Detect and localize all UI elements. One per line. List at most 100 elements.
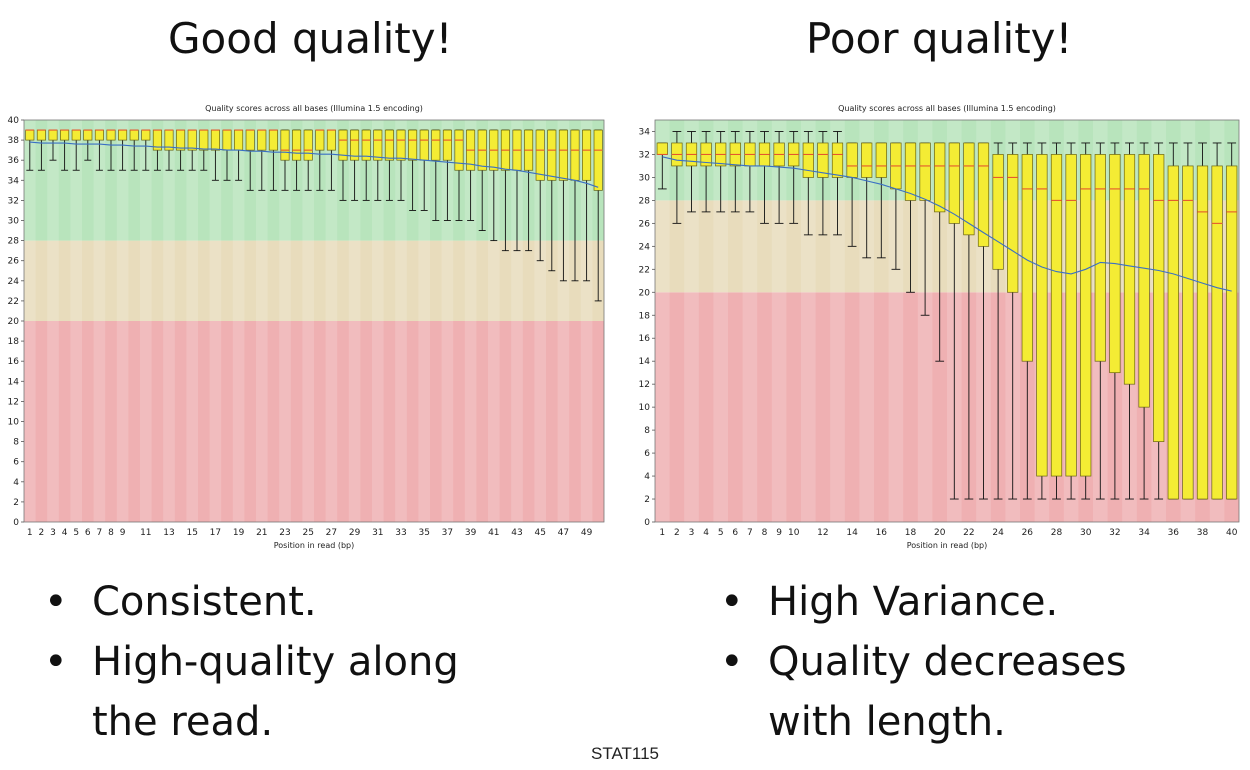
x-axis-label: Position in read (bp) — [907, 541, 987, 550]
x-tick-label: 19 — [233, 528, 245, 538]
box-45 — [535, 129, 545, 181]
good-quality-boxplot: Quality scores across all bases (Illumin… — [8, 104, 605, 550]
x-tick-label: 25 — [302, 528, 313, 538]
column-stripe — [186, 120, 198, 522]
column-stripe — [348, 120, 361, 522]
box-27 — [326, 129, 336, 151]
x-tick-label: 30 — [1080, 528, 1092, 538]
x-tick-label: 11 — [140, 528, 151, 538]
column-stripe — [771, 120, 787, 522]
y-tick-label: 36 — [8, 156, 20, 166]
x-tick-label: 23 — [279, 528, 290, 538]
column-stripe — [70, 120, 82, 522]
column-stripe — [859, 120, 874, 522]
box-18 — [904, 142, 917, 201]
y-tick-label: 22 — [639, 265, 650, 275]
box-32 — [384, 129, 394, 161]
x-tick-label: 7 — [97, 528, 103, 538]
column-stripe — [713, 120, 728, 522]
x-tick-label: 5 — [73, 528, 79, 538]
box-36 — [1167, 165, 1179, 500]
x-tick-label: 8 — [108, 528, 114, 538]
x-tick-label: 47 — [558, 528, 569, 538]
x-tick-label: 31 — [372, 528, 383, 538]
x-tick-label: 29 — [349, 528, 361, 538]
column-stripe — [116, 120, 129, 522]
box-25 — [1007, 154, 1019, 293]
left-heading: Good quality! — [168, 14, 453, 63]
y-tick-label: 40 — [8, 116, 20, 126]
y-tick-label: 0 — [644, 518, 650, 528]
x-tick-label: 36 — [1168, 528, 1180, 538]
right-heading: Poor quality! — [806, 14, 1073, 63]
x-tick-label: 16 — [876, 528, 888, 538]
box-7 — [94, 129, 104, 141]
x-tick-label: 49 — [581, 528, 593, 538]
box-30 — [1080, 154, 1092, 477]
box-24 — [292, 129, 302, 161]
x-tick-label: 9 — [776, 528, 782, 538]
y-tick-label: 22 — [8, 297, 19, 307]
column-stripe — [232, 120, 245, 522]
y-tick-label: 8 — [13, 438, 19, 448]
footer-course-label: STAT115 — [590, 744, 660, 763]
box-13 — [831, 142, 844, 178]
box-29 — [1065, 154, 1077, 477]
x-axis-label: Position in read (bp) — [274, 541, 354, 550]
box-37 — [442, 129, 452, 161]
box-2 — [36, 129, 46, 141]
box-33 — [396, 129, 406, 161]
column-stripe — [93, 120, 106, 522]
y-tick-label: 28 — [639, 196, 651, 206]
x-tick-label: 9 — [120, 528, 126, 538]
column-stripe — [534, 120, 546, 522]
right-bullet-high-variance: High Variance. — [720, 572, 1200, 632]
x-tick-label: 33 — [395, 528, 406, 538]
box-31 — [373, 129, 383, 161]
box-15 — [187, 129, 197, 151]
y-tick-label: 38 — [8, 136, 20, 146]
column-stripe — [418, 120, 430, 522]
x-tick-label: 4 — [703, 528, 709, 538]
box-49 — [582, 129, 592, 181]
y-tick-label: 16 — [8, 357, 20, 367]
x-tick-label: 43 — [511, 528, 522, 538]
y-tick-label: 10 — [639, 403, 651, 413]
box-20 — [245, 129, 255, 151]
box-24 — [992, 154, 1004, 270]
x-tick-label: 22 — [963, 528, 974, 538]
y-tick-label: 26 — [8, 257, 20, 267]
x-tick-label: 2 — [39, 528, 45, 538]
y-tick-label: 4 — [13, 478, 19, 488]
zone-ok — [24, 240, 604, 321]
column-stripe — [302, 120, 314, 522]
column-stripe — [655, 120, 670, 522]
column-stripe — [47, 120, 59, 522]
chart-title: Quality scores across all bases (Illumin… — [838, 104, 1056, 113]
box-25 — [303, 129, 313, 161]
column-stripe — [163, 120, 175, 522]
x-tick-label: 1 — [27, 528, 33, 538]
plot-frame — [654, 119, 1240, 523]
box-31 — [1094, 154, 1106, 362]
right-bullet-list: High Variance. Quality decreases with le… — [720, 572, 1200, 752]
box-20 — [934, 142, 946, 213]
box-1 — [656, 142, 668, 155]
box-47 — [558, 129, 568, 181]
box-29 — [350, 129, 360, 161]
x-tick-label: 3 — [689, 528, 695, 538]
box-4 — [60, 129, 70, 141]
y-tick-label: 2 — [644, 495, 650, 505]
column-stripe — [488, 120, 500, 522]
x-tick-label: 32 — [1109, 528, 1120, 538]
box-38 — [454, 129, 464, 171]
x-tick-label: 8 — [762, 528, 768, 538]
column-stripe — [557, 120, 570, 522]
left-bullet-high-quality: High-quality along the read. — [44, 632, 524, 752]
box-21 — [257, 129, 267, 151]
box-28 — [338, 129, 348, 161]
x-tick-label: 26 — [1022, 528, 1034, 538]
x-tick-label: 10 — [788, 528, 800, 538]
x-tick-label: 2 — [674, 528, 680, 538]
box-12 — [817, 142, 829, 178]
